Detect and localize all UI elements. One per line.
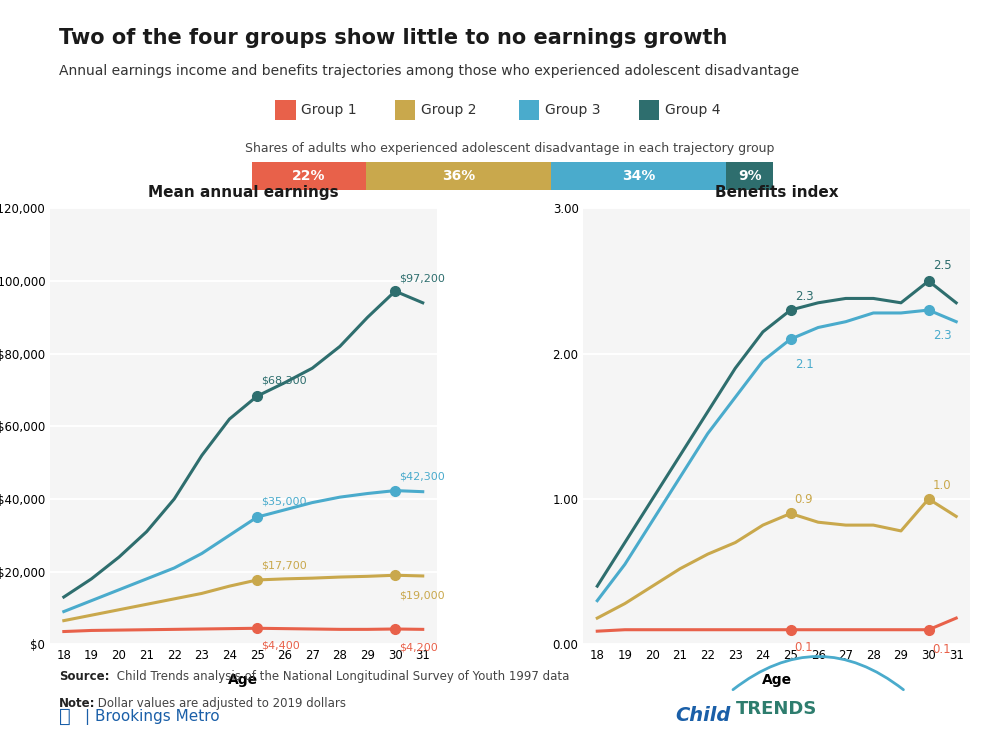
FancyBboxPatch shape [639,100,659,120]
Text: 2.5: 2.5 [933,260,951,272]
Text: ℝ: ℝ [59,707,71,725]
FancyBboxPatch shape [551,162,726,190]
Text: 2.3: 2.3 [933,329,951,342]
Text: Annual earnings income and benefits trajectories among those who experienced ado: Annual earnings income and benefits traj… [59,64,799,78]
Text: 0.1: 0.1 [933,643,951,656]
FancyBboxPatch shape [366,162,551,190]
Text: $4,200: $4,200 [399,643,438,652]
Text: $4,400: $4,400 [261,640,300,650]
Text: 1.0: 1.0 [933,478,951,492]
Text: 9%: 9% [738,169,761,183]
Text: 22%: 22% [292,169,326,183]
FancyBboxPatch shape [726,162,773,190]
Text: $35,000: $35,000 [261,496,307,506]
Text: Child Trends analysis of the National Longitudinal Survey of Youth 1997 data: Child Trends analysis of the National Lo… [113,670,569,683]
Text: 0.9: 0.9 [795,494,813,506]
X-axis label: Age: Age [228,674,258,687]
Title: Benefits index: Benefits index [715,185,839,200]
Text: 2.1: 2.1 [795,358,813,371]
FancyBboxPatch shape [275,100,296,120]
Text: 36%: 36% [442,169,475,183]
X-axis label: Age: Age [762,674,792,687]
Title: Mean annual earnings: Mean annual earnings [148,185,339,200]
Text: Two of the four groups show little to no earnings growth: Two of the four groups show little to no… [59,28,728,48]
Text: Group 2: Group 2 [421,103,476,117]
Text: Group 3: Group 3 [545,103,600,117]
Text: Shares of adults who experienced adolescent disadvantage in each trajectory grou: Shares of adults who experienced adolesc… [245,142,775,154]
Text: | Brookings Metro: | Brookings Metro [85,710,220,725]
Text: Group 4: Group 4 [665,103,720,117]
Text: 2.3: 2.3 [795,290,813,303]
Text: Child: Child [676,706,731,725]
Text: 34%: 34% [622,169,655,183]
Text: $17,700: $17,700 [261,561,307,571]
Text: $97,200: $97,200 [399,274,445,284]
Text: $42,300: $42,300 [399,472,445,482]
FancyBboxPatch shape [395,100,415,120]
Text: $19,000: $19,000 [399,591,445,601]
Text: Note:: Note: [59,697,96,710]
Text: Group 1: Group 1 [301,103,357,117]
FancyBboxPatch shape [252,162,366,190]
Text: 0.1: 0.1 [795,641,813,655]
Text: TRENDS: TRENDS [735,700,817,718]
Text: Source:: Source: [59,670,110,683]
Text: Dollar values are adjusted to 2019 dollars: Dollar values are adjusted to 2019 dolla… [94,697,346,710]
Text: $68,300: $68,300 [261,375,307,386]
FancyBboxPatch shape [519,100,539,120]
